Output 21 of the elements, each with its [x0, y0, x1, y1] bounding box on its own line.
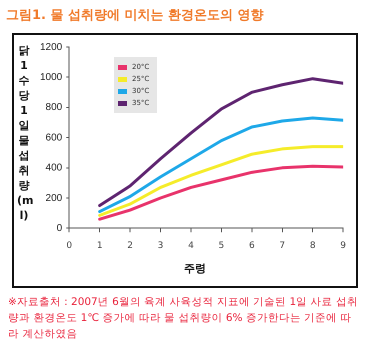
- x-tick-label: 2: [127, 240, 133, 251]
- x-tick-label: 7: [279, 240, 286, 251]
- y-tick-label: 1000: [40, 72, 63, 83]
- y-tick-label: 1200: [40, 42, 63, 53]
- chart-title: 그림1. 물 섭취량에 미치는 환경온도의 영향: [5, 7, 265, 25]
- y-tick-label: 800: [46, 102, 63, 114]
- y-tick-label: 0: [56, 222, 63, 234]
- y-tick-label: 600: [46, 132, 63, 144]
- y-tick-label: 200: [46, 192, 63, 204]
- text: ※자료출처 : 2007년 6월의 육계 사육성적 지표에 기술된 1일 사료 섭취량과 환경온도 1℃ 증가에 따라 물 섭취량이 6% 증가한다는 기준에 따라 계산하였음: [8, 295, 358, 342]
- x-tick-label: 1: [96, 240, 103, 251]
- x-tick-label: 9: [340, 240, 346, 251]
- x-tick-label: 0: [66, 240, 72, 251]
- x-tick-label: 8: [310, 240, 316, 251]
- y-tick-label: 400: [46, 162, 63, 174]
- x-tick-label: 6: [248, 240, 255, 251]
- x-tick-label: 4: [188, 240, 194, 251]
- x-tick-label: 3: [158, 240, 164, 251]
- text: 닭 1수당 1일 물 섭취량 (ml): [17, 44, 34, 222]
- x-axis-title: 주령: [183, 261, 207, 276]
- x-tick-label: 5: [218, 240, 224, 251]
